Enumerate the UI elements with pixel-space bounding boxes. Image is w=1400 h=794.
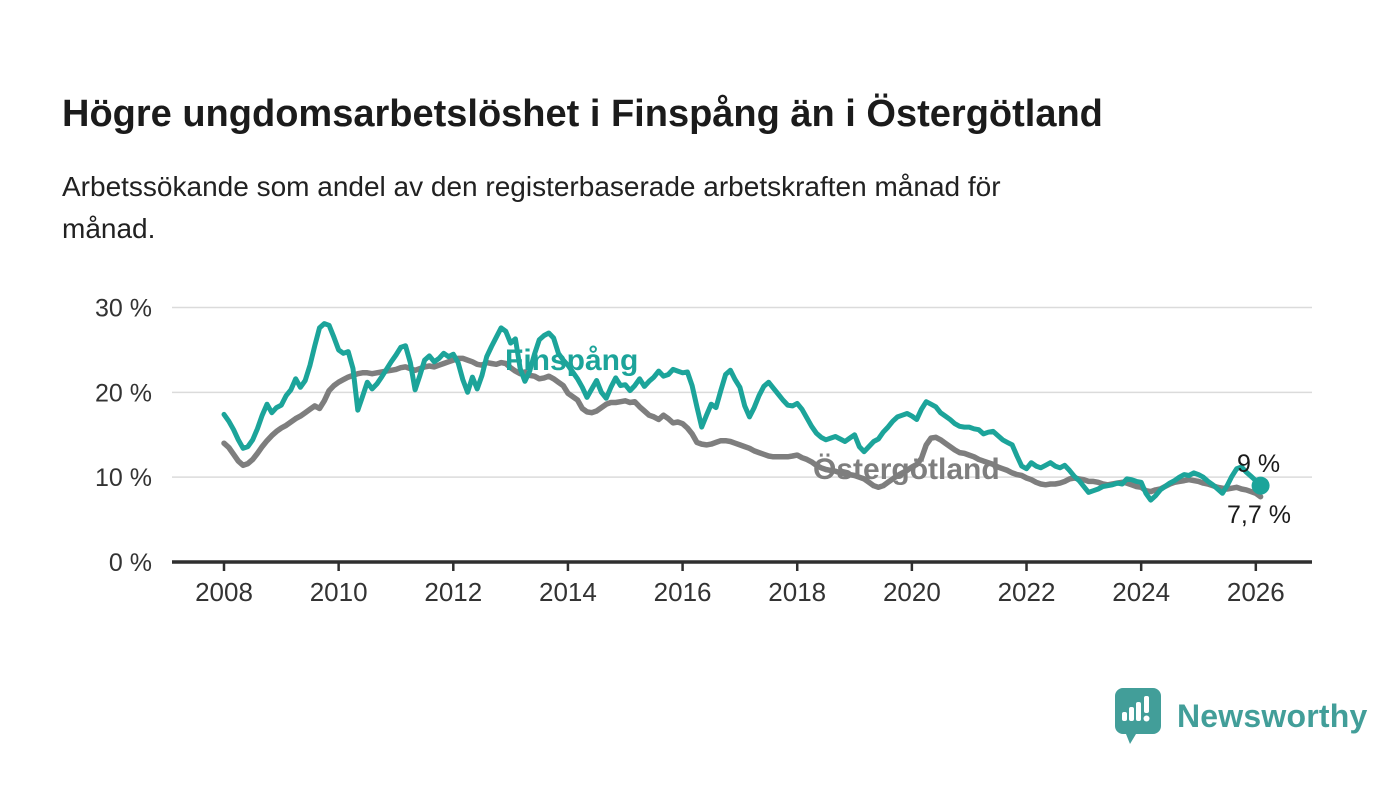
x-tick-label-2026: 2026 xyxy=(1227,577,1285,607)
ostergotland-series-label: Östergötland xyxy=(813,453,1000,486)
ostergotland-end-value-label: 7,7 % xyxy=(1227,501,1291,529)
x-tick-label-2020: 2020 xyxy=(883,577,941,607)
x-tick-label-2010: 2010 xyxy=(310,577,368,607)
y-tick-label-30: 30 % xyxy=(95,295,152,323)
x-tick-label-2016: 2016 xyxy=(654,577,712,607)
x-tick-label-2018: 2018 xyxy=(768,577,826,607)
x-tick-label-2012: 2012 xyxy=(424,577,482,607)
finspang-line xyxy=(221,321,1264,503)
x-tick-label-2024: 2024 xyxy=(1112,577,1170,607)
finspang-end-value-label: 9 % xyxy=(1237,450,1280,478)
page-title: Högre ungdomsarbetslöshet i Finspång än … xyxy=(62,93,1103,136)
newsworthy-logo-icon xyxy=(1115,688,1161,744)
chart-area: 0 % 10 % 20 % 30 % 2008 2010 2012 2014 2016 2018… xyxy=(95,295,1312,607)
page-subtitle-line1: Arbetssökande som andel av den registerb… xyxy=(62,171,1001,202)
finspang-series-label: Finspång xyxy=(505,344,638,377)
unemployment-line-chart: 0 % 10 % 20 % 30 % 2008 2010 2012 2014 2016 2018… xyxy=(95,295,1312,607)
ostergotland-line xyxy=(221,355,1264,500)
x-tick-label-2014: 2014 xyxy=(539,577,597,607)
finspang-end-dot xyxy=(1251,476,1270,495)
logo-bars xyxy=(1122,696,1150,722)
x-tick-label-2022: 2022 xyxy=(998,577,1056,607)
page-subtitle: Arbetssökande som andel av den registerb… xyxy=(62,166,1302,250)
newsworthy-logo-text: Newsworthy xyxy=(1177,697,1368,734)
x-tick-label-2008: 2008 xyxy=(195,577,253,607)
gridlines: 0 % 10 % 20 % 30 % xyxy=(95,295,1312,577)
series-lines xyxy=(221,321,1270,503)
y-tick-label-20: 20 % xyxy=(95,379,152,407)
y-tick-label-0: 0 % xyxy=(109,549,152,577)
page-subtitle-line2: månad. xyxy=(62,213,156,244)
newsworthy-branding: Newsworthy xyxy=(1113,686,1367,746)
x-axis: 2008 2010 2012 2014 2016 2018 2020 2022 2024 2026 xyxy=(172,560,1312,607)
y-tick-label-10: 10 % xyxy=(95,464,152,492)
